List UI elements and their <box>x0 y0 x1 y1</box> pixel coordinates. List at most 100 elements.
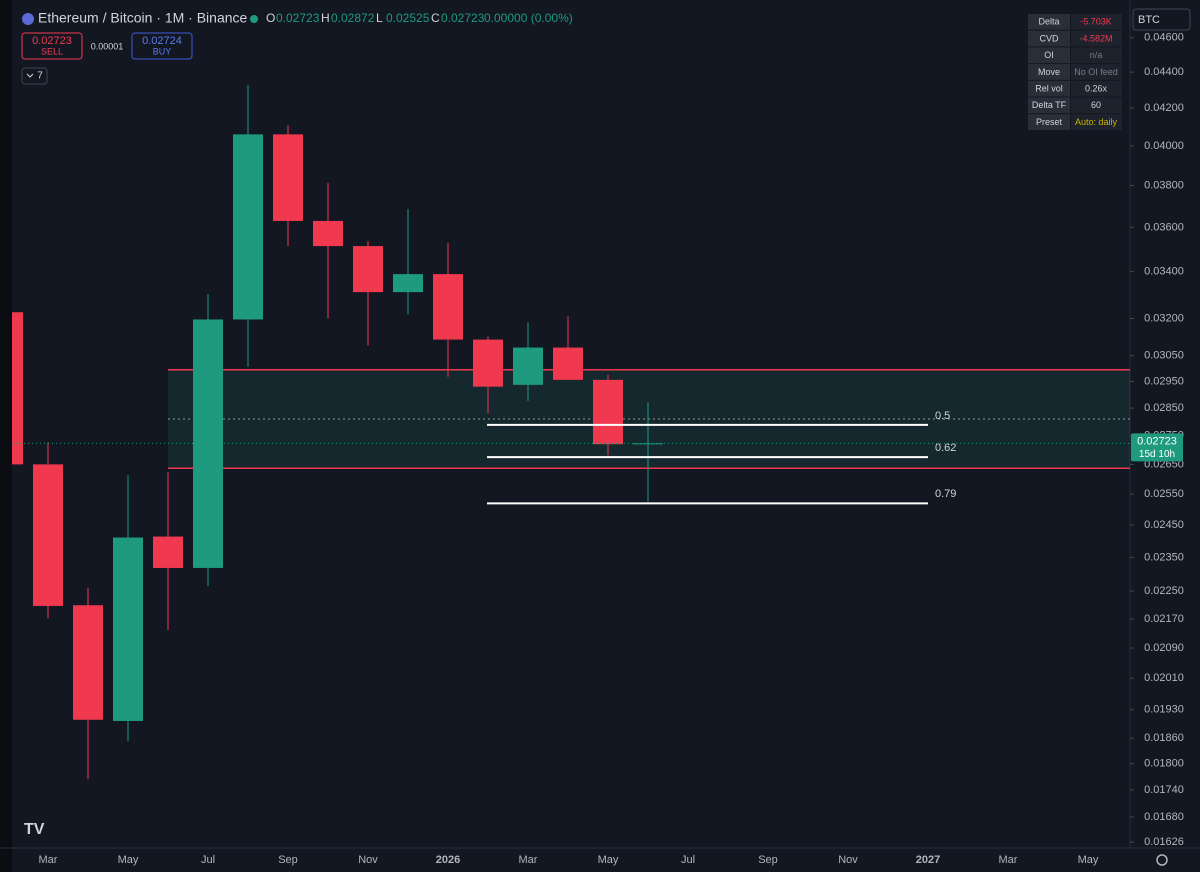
x-tick-label: Nov <box>838 854 858 866</box>
symbol-icon <box>22 13 34 25</box>
logo: TV <box>24 821 45 838</box>
y-tick-label: 0.03800 <box>1144 179 1184 191</box>
y-tick-label: 0.03050 <box>1144 350 1184 362</box>
candle-body <box>433 274 463 340</box>
fib-label: 0.5 <box>935 410 950 422</box>
candle-body <box>553 347 583 380</box>
indicators-count: 7 <box>37 71 43 82</box>
table-cell <box>1028 14 1070 30</box>
y-tick-label: 0.02950 <box>1144 375 1184 387</box>
y-tick-label: 0.02550 <box>1144 488 1184 500</box>
y-tick-label: 0.04600 <box>1144 32 1184 44</box>
last-price-label: 0.02723 <box>1137 435 1177 447</box>
y-tick-label: 0.01626 <box>1144 836 1184 848</box>
currency-button[interactable] <box>1132 8 1191 31</box>
sell-label: SELL <box>41 46 63 56</box>
candle-body <box>313 220 343 247</box>
left-border <box>0 0 12 872</box>
table-key: Move <box>1038 67 1060 77</box>
settings-icon[interactable] <box>1156 854 1168 866</box>
candle-body <box>153 536 183 568</box>
table-cell <box>1071 14 1122 30</box>
table-key: CVD <box>1039 33 1059 43</box>
candle-body <box>593 379 623 445</box>
buy-label: BUY <box>153 46 172 56</box>
symbol-title[interactable]: Ethereum / Bitcoin · 1M · Binance <box>38 10 248 26</box>
y-tick-label: 0.02170 <box>1144 613 1184 625</box>
x-tick-label: May <box>598 854 619 866</box>
table-key: Delta <box>1038 17 1059 27</box>
candle-body <box>273 134 303 221</box>
x-tick-label: Mar <box>39 854 58 866</box>
x-tick-label: Mar <box>519 854 538 866</box>
indicators-toggle[interactable] <box>21 67 48 85</box>
x-tick-label: Jul <box>201 854 215 866</box>
table-value: -4.582M <box>1079 33 1112 43</box>
buy-price: 0.02724 <box>142 35 182 47</box>
plot-area: 0.5 0.62 0.79 <box>12 85 1130 780</box>
ohlc-key: H <box>321 11 330 25</box>
table-cell <box>1028 114 1070 130</box>
y-tick-label: 0.01800 <box>1144 758 1184 770</box>
y-tick-label: 0.01740 <box>1144 784 1184 796</box>
table-value: Auto: daily <box>1075 117 1118 127</box>
ohlc-value: 0.02723 <box>276 11 320 25</box>
table-value: n/a <box>1090 50 1103 60</box>
candle-body <box>113 537 143 721</box>
status-dot <box>250 15 258 23</box>
table-cell <box>1028 47 1070 64</box>
candle-body <box>393 274 423 293</box>
candle-body <box>513 347 543 385</box>
ohlc-key: L <box>376 11 383 25</box>
table-cell <box>1071 30 1122 47</box>
ohlc-key: O <box>266 11 275 25</box>
ohlc-value: 0.02872 <box>331 11 375 25</box>
y-tick-label: 0.02850 <box>1144 402 1184 414</box>
table-key: Preset <box>1036 117 1063 127</box>
candle-body <box>12 312 23 465</box>
ohlc-value: 0.02525 <box>386 11 430 25</box>
y-tick-label: 0.02350 <box>1144 551 1184 563</box>
y-tick-label: 0.04000 <box>1144 140 1184 152</box>
table-key: OI <box>1044 50 1054 60</box>
ohlc-key: C <box>431 11 440 25</box>
table-cell <box>1071 114 1122 130</box>
table-cell <box>1028 30 1070 47</box>
x-tick-label: Sep <box>758 854 778 866</box>
table-key: Rel vol <box>1035 84 1063 94</box>
x-tick-label: Jul <box>681 854 695 866</box>
chevron-icon <box>26 73 34 78</box>
last-price-box <box>1131 433 1183 462</box>
table-value: 60 <box>1091 100 1101 110</box>
table-cell <box>1028 80 1070 97</box>
overlay: Ethereum / Bitcoin · 1M · Binance 0.0272… <box>21 8 1191 866</box>
fib-label: 0.79 <box>935 488 956 500</box>
countdown: 15d 10h <box>1139 449 1175 460</box>
table-cell <box>1071 64 1122 80</box>
table-cell <box>1071 97 1122 114</box>
y-tick-label: 0.02250 <box>1144 585 1184 597</box>
table-cell <box>1071 47 1122 64</box>
table-cell <box>1028 97 1070 114</box>
table-key: Delta TF <box>1032 100 1067 110</box>
x-tick-label: 2026 <box>436 854 460 866</box>
spread: 0.00001 <box>91 41 124 51</box>
y-tick-label: 0.01860 <box>1144 732 1184 744</box>
y-tick-label: 0.03400 <box>1144 266 1184 278</box>
y-tick-label: 0.03200 <box>1144 312 1184 324</box>
sell-button[interactable] <box>21 32 83 60</box>
y-tick-label: 0.02090 <box>1144 642 1184 654</box>
x-tick-label: Nov <box>358 854 378 866</box>
ohlc-value: 0.02723 <box>441 11 485 25</box>
x-tick-label: Mar <box>999 854 1018 866</box>
x-tick-label: May <box>1078 854 1099 866</box>
x-tick-label: 2027 <box>916 854 940 866</box>
table-cell <box>1071 80 1122 97</box>
x-tick-label: May <box>118 854 139 866</box>
y-tick-label: 0.01680 <box>1144 811 1184 823</box>
y-tick-label: 0.01930 <box>1144 704 1184 716</box>
candle-body <box>73 605 103 720</box>
candle-body <box>233 134 263 320</box>
buy-button[interactable] <box>131 32 193 60</box>
